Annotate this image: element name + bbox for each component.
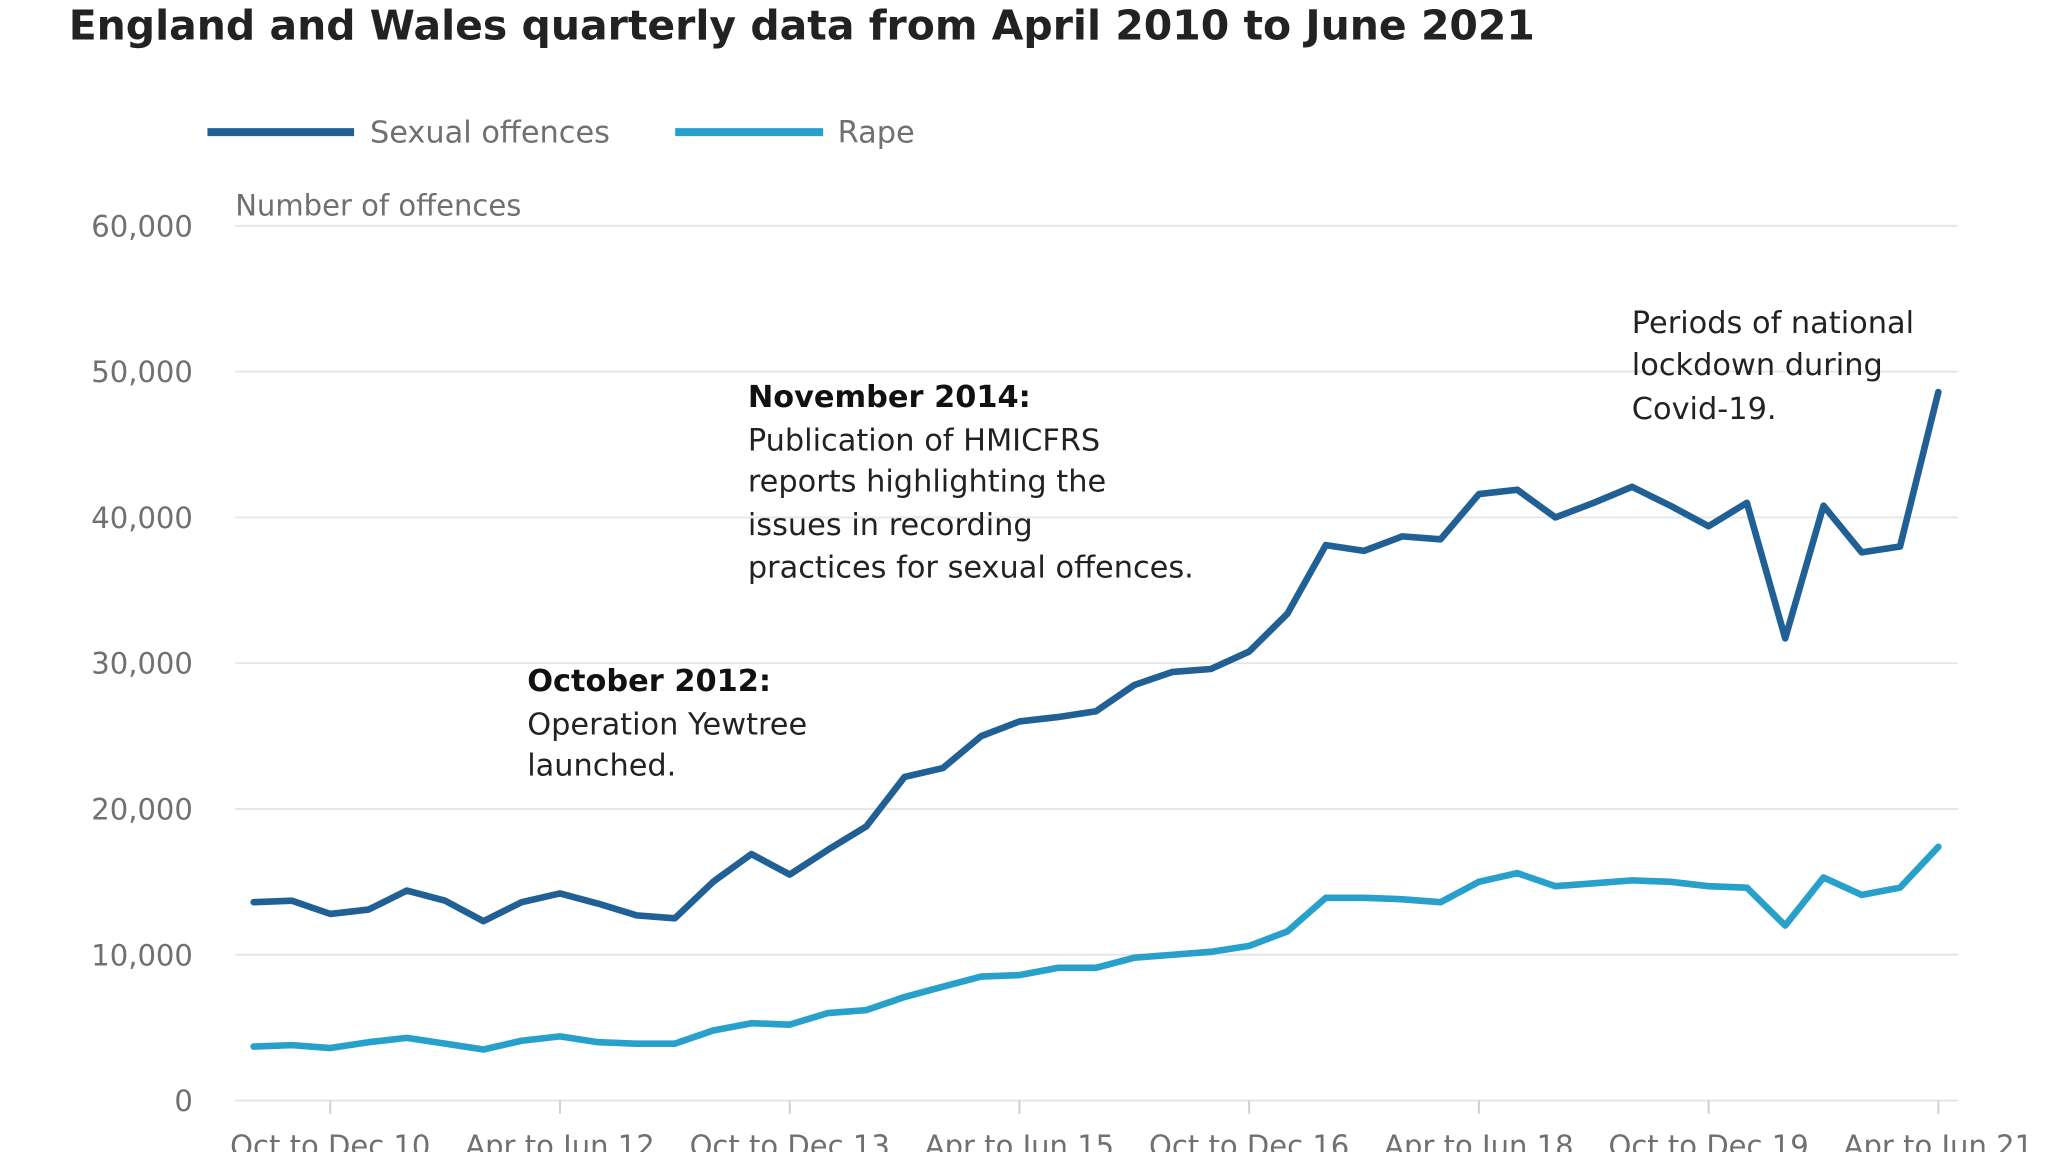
annotation-line: launched. bbox=[527, 748, 676, 783]
x-tick-label: Oct to Dec 13 bbox=[690, 1129, 890, 1152]
legend-label-sexual-offences: Sexual offences bbox=[370, 116, 610, 151]
x-tick-label: Apr to Jun 12 bbox=[465, 1129, 654, 1152]
annotation-heading: October 2012: bbox=[527, 664, 771, 699]
y-tick-label: 40,000 bbox=[91, 501, 193, 535]
x-tick-label: Apr to Jun 15 bbox=[925, 1129, 1114, 1152]
y-axis-label: Number of offences bbox=[235, 188, 521, 222]
annotation-line: lockdown during bbox=[1632, 348, 1883, 383]
y-tick-label: 50,000 bbox=[91, 355, 193, 389]
chart-title: England and Wales quarterly data from Ap… bbox=[69, 2, 1535, 50]
annotation-covid-lockdown: Periods of national lockdown during Covi… bbox=[1632, 306, 1914, 427]
y-tick-label: 30,000 bbox=[91, 647, 193, 681]
annotation-line: Operation Yewtree bbox=[527, 708, 807, 743]
x-tick-label: Oct to Dec 16 bbox=[1149, 1129, 1349, 1152]
annotation-october-2012: October 2012: Operation Yewtree launched… bbox=[527, 664, 807, 784]
annotation-heading: November 2014: bbox=[748, 380, 1031, 415]
legend-label-rape: Rape bbox=[838, 116, 915, 151]
y-tick-label: 0 bbox=[174, 1084, 192, 1118]
annotation-line: reports highlighting the bbox=[748, 464, 1106, 499]
legend: Sexual offences Rape bbox=[207, 116, 915, 151]
x-tick-label: Apr to Jun 18 bbox=[1384, 1129, 1573, 1152]
annotation-november-2014: November 2014: Publication of HMICFRS re… bbox=[748, 380, 1194, 585]
annotation-line: Publication of HMICFRS bbox=[748, 423, 1100, 458]
annotation-line: issues in recording bbox=[748, 508, 1033, 543]
x-tick-label: Oct to Dec 19 bbox=[1608, 1129, 1808, 1152]
series-line-rape bbox=[250, 843, 1942, 1053]
annotation-line: practices for sexual offences. bbox=[748, 550, 1194, 585]
y-tick-label: 20,000 bbox=[91, 793, 193, 827]
y-tick-label: 60,000 bbox=[91, 209, 193, 243]
x-tick-label: Apr to Jun 21 bbox=[1844, 1129, 2033, 1152]
annotation-line: Periods of national bbox=[1632, 306, 1914, 341]
x-tick-label: Oct to Dec 10 bbox=[230, 1129, 430, 1152]
y-tick-label: 10,000 bbox=[91, 938, 193, 972]
annotation-line: Covid-19. bbox=[1632, 392, 1777, 427]
